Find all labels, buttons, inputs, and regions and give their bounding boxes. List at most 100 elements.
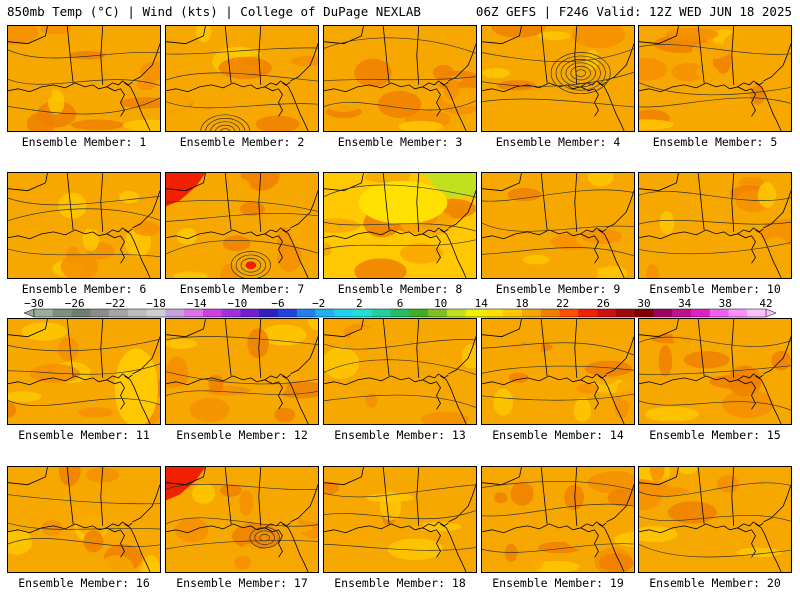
- ensemble-member-label: Ensemble Member: 2: [179, 135, 305, 149]
- colorbar-swatch: [371, 309, 391, 317]
- run-valid-time: 06Z GEFS | F246 Valid: 12Z WED JUN 18 20…: [475, 4, 792, 19]
- colorbar-tick-label: 26: [597, 297, 610, 310]
- ensemble-map-8: [323, 172, 477, 279]
- colorbar-swatch: [278, 309, 298, 317]
- colorbar-swatch: [709, 309, 729, 317]
- colorbar-swatch: [446, 309, 466, 317]
- colorbar-swatch: [146, 309, 166, 317]
- colorbar-swatch: [428, 309, 448, 317]
- colorbar-swatch: [202, 309, 222, 317]
- colorbar-swatch: [390, 309, 410, 317]
- colorbar-swatch: [334, 309, 354, 317]
- chart-title: 850mb Temp (°C) | Wind (kts) | College o…: [7, 4, 421, 19]
- ensemble-map-17: [165, 466, 319, 573]
- ensemble-member-label: Ensemble Member: 11: [18, 428, 150, 442]
- ensemble-member-label: Ensemble Member: 19: [492, 576, 624, 590]
- ensemble-map-13: [323, 318, 477, 425]
- ensemble-map-20: [638, 466, 792, 573]
- colorbar-tick-label: 2: [356, 297, 363, 310]
- ensemble-map-3: [323, 25, 477, 132]
- colorbar-swatch: [221, 309, 241, 317]
- colorbar-tick-label: 42: [759, 297, 772, 310]
- ensemble-member-label: Ensemble Member: 20: [649, 576, 781, 590]
- ensemble-map-2: [165, 25, 319, 132]
- colorbar-swatch: [52, 309, 72, 317]
- ensemble-member-label: Ensemble Member: 13: [334, 428, 466, 442]
- colorbar-tick-label: 22: [556, 297, 569, 310]
- ensemble-member-label: Ensemble Member: 12: [176, 428, 308, 442]
- colorbar-tick-label: 18: [515, 297, 528, 310]
- ensemble-map-7: [165, 172, 319, 279]
- colorbar-swatch: [484, 309, 504, 317]
- colorbar-swatch: [259, 309, 279, 317]
- ensemble-member-label: Ensemble Member: 6: [21, 282, 147, 296]
- colorbar-swatch: [578, 309, 598, 317]
- ensemble-member-label: Ensemble Member: 9: [495, 282, 621, 296]
- temperature-colorbar: −30 −26 −22 −18 −14 −10 −6 −2 2 6 10 14 18 22 26 30 34 38…: [23, 297, 777, 318]
- colorbar-tick-label: 6: [397, 297, 404, 310]
- ensemble-map-15: [638, 318, 792, 425]
- colorbar-swatch: [747, 309, 767, 317]
- colorbar-swatch: [109, 309, 129, 317]
- colorbar-swatch: [353, 309, 373, 317]
- colorbar-swatch: [522, 309, 542, 317]
- colorbar-swatch: [240, 309, 260, 317]
- ensemble-member-label: Ensemble Member: 5: [652, 135, 778, 149]
- colorbar-swatch: [127, 309, 147, 317]
- ensemble-map-9: [481, 172, 635, 279]
- colorbar-swatch: [90, 309, 110, 317]
- colorbar-swatch: [672, 309, 692, 317]
- colorbar-tick-label: −22: [105, 297, 125, 310]
- ensemble-member-label: Ensemble Member: 16: [18, 576, 150, 590]
- colorbar-tick-label: −18: [146, 297, 166, 310]
- ensemble-member-label: Ensemble Member: 3: [337, 135, 463, 149]
- ensemble-member-label: Ensemble Member: 1: [21, 135, 147, 149]
- colorbar-swatch: [315, 309, 335, 317]
- ensemble-map-12: [165, 318, 319, 425]
- colorbar-swatch: [165, 309, 185, 317]
- ensemble-member-label: Ensemble Member: 4: [495, 135, 621, 149]
- colorbar-swatch: [690, 309, 710, 317]
- ensemble-member-label: Ensemble Member: 17: [176, 576, 308, 590]
- colorbar-arrow-low: [23, 308, 35, 318]
- colorbar-swatch: [653, 309, 673, 317]
- colorbar-swatch: [540, 309, 560, 317]
- ensemble-map-11: [7, 318, 161, 425]
- colorbar-swatch: [465, 309, 485, 317]
- ensemble-member-label: Ensemble Member: 18: [334, 576, 466, 590]
- colorbar-tick-label: 30: [637, 297, 650, 310]
- colorbar-tick-label: −6: [271, 297, 284, 310]
- ensemble-map-16: [7, 466, 161, 573]
- ensemble-member-label: Ensemble Member: 14: [492, 428, 624, 442]
- ensemble-map-1: [7, 25, 161, 132]
- colorbar-swatch: [184, 309, 204, 317]
- colorbar-tick-label: −2: [312, 297, 325, 310]
- ensemble-map-5: [638, 25, 792, 132]
- ensemble-member-label: Ensemble Member: 7: [179, 282, 305, 296]
- ensemble-member-label: Ensemble Member: 10: [649, 282, 781, 296]
- colorbar-swatch: [559, 309, 579, 317]
- colorbar-tick-label: −10: [227, 297, 247, 310]
- ensemble-map-6: [7, 172, 161, 279]
- ensemble-map-18: [323, 466, 477, 573]
- colorbar-tick-label: −30: [24, 297, 44, 310]
- ensemble-member-label: Ensemble Member: 15: [649, 428, 781, 442]
- colorbar-swatch: [728, 309, 748, 317]
- colorbar-swatch: [409, 309, 429, 317]
- colorbar-swatch: [503, 309, 523, 317]
- colorbar-tick-label: 10: [434, 297, 447, 310]
- ensemble-map-4: [481, 25, 635, 132]
- ensemble-map-10: [638, 172, 792, 279]
- colorbar-arrow-high: [765, 308, 777, 318]
- colorbar-tick-label: 38: [719, 297, 732, 310]
- colorbar-swatch: [634, 309, 654, 317]
- colorbar-swatch: [597, 309, 617, 317]
- colorbar-tick-label: 34: [678, 297, 692, 310]
- colorbar-swatch: [615, 309, 635, 317]
- ensemble-map-19: [481, 466, 635, 573]
- colorbar-swatch: [71, 309, 91, 317]
- colorbar-tick-label: −14: [187, 297, 207, 310]
- ensemble-map-14: [481, 318, 635, 425]
- colorbar-swatch: [34, 309, 54, 317]
- ensemble-member-label: Ensemble Member: 8: [337, 282, 463, 296]
